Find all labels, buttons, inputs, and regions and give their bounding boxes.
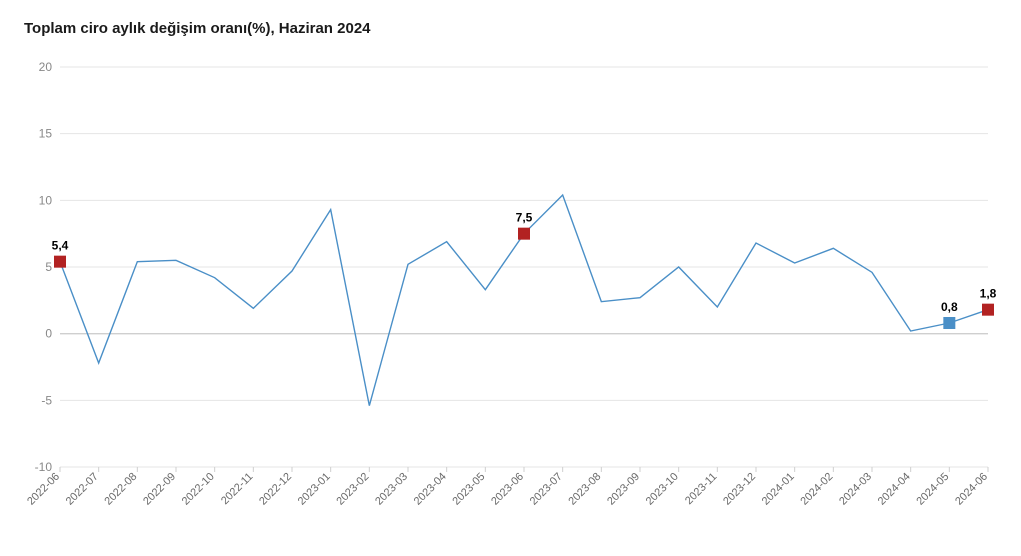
- x-tick-label: 2024-06: [953, 471, 990, 508]
- data-marker: [943, 317, 955, 329]
- data-marker: [54, 256, 66, 268]
- x-tick-label: 2023-07: [528, 471, 565, 508]
- data-marker: [982, 304, 994, 316]
- x-tick-label: 2022-06: [25, 471, 62, 508]
- x-tick-label: 2023-02: [334, 471, 371, 508]
- x-tick-label: 2022-12: [257, 471, 294, 508]
- x-tick-label: 2023-01: [296, 471, 333, 508]
- y-tick-label: 20: [39, 60, 53, 74]
- data-label: 7,5: [516, 211, 533, 225]
- y-tick-label: -5: [41, 393, 52, 407]
- x-tick-label: 2024-01: [760, 471, 797, 508]
- y-tick-label: -10: [35, 460, 53, 474]
- chart-title: Toplam ciro aylık değişim oranı(%), Hazi…: [24, 20, 1001, 37]
- y-tick-label: 10: [39, 193, 53, 207]
- x-tick-label: 2023-05: [450, 471, 487, 508]
- x-tick-label: 2024-02: [798, 471, 835, 508]
- x-tick-label: 2023-06: [489, 471, 526, 508]
- data-label: 0,8: [941, 300, 958, 314]
- x-tick-label: 2022-08: [102, 471, 139, 508]
- x-tick-label: 2022-10: [180, 471, 217, 508]
- y-tick-label: 15: [39, 127, 53, 141]
- x-tick-label: 2022-07: [64, 471, 101, 508]
- data-marker: [518, 228, 530, 240]
- x-tick-label: 2023-08: [566, 471, 603, 508]
- data-label: 1,8: [980, 287, 997, 301]
- x-tick-label: 2023-11: [683, 471, 719, 507]
- x-tick-label: 2023-03: [373, 471, 410, 508]
- x-tick-label: 2022-09: [141, 471, 178, 508]
- y-tick-label: 0: [45, 327, 52, 341]
- data-label: 5,4: [52, 239, 69, 253]
- x-tick-label: 2023-09: [605, 471, 642, 508]
- x-tick-label: 2023-10: [644, 471, 681, 508]
- y-tick-label: 5: [45, 260, 52, 274]
- x-tick-label: 2023-04: [412, 471, 449, 508]
- line-chart: -10 -5 0 5 10 15 20 2022-062022-072022-082022-0…: [20, 57, 1000, 547]
- series-line: [60, 195, 988, 406]
- x-tick-label: 2024-04: [876, 471, 913, 508]
- x-tick-label: 2022-11: [219, 471, 255, 507]
- x-tick-label: 2024-03: [837, 471, 874, 508]
- chart-container: -10 -5 0 5 10 15 20 2022-062022-072022-082022-0…: [20, 57, 1000, 547]
- x-tick-label: 2023-12: [721, 471, 758, 508]
- x-tick-label: 2024-05: [914, 471, 951, 508]
